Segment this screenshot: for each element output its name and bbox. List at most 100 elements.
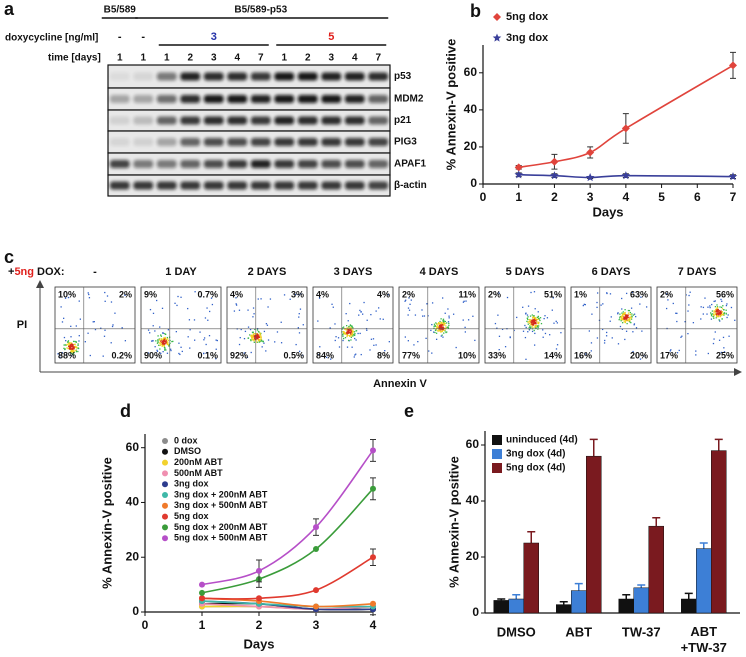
dot: [722, 305, 724, 307]
y-tick-label: 60: [464, 65, 478, 79]
dot: [536, 325, 539, 327]
dot: [348, 328, 350, 330]
legend-label: 3ng dox + 200nM ABT: [174, 489, 268, 499]
time-value: 3: [328, 53, 334, 64]
dot: [157, 340, 159, 342]
dot: [165, 342, 168, 344]
dot: [531, 325, 533, 327]
y-tick-label: 40: [126, 495, 140, 509]
dot: [79, 318, 82, 320]
dot: [609, 320, 611, 322]
dot: [596, 337, 599, 339]
dot: [344, 333, 346, 335]
series-line: [201, 556, 374, 600]
dot: [262, 340, 264, 342]
legend-label: uninduced (4d): [506, 435, 578, 446]
dot: [632, 314, 635, 316]
dot: [298, 350, 301, 353]
dot: [600, 304, 602, 306]
dot: [680, 336, 682, 338]
dot: [435, 328, 438, 330]
dot: [421, 315, 424, 317]
dot: [544, 315, 546, 317]
y-tick-label: 20: [126, 549, 140, 563]
dot: [252, 307, 255, 309]
dot: [354, 333, 356, 335]
dot: [596, 306, 598, 309]
dot: [263, 330, 266, 333]
band: [156, 160, 177, 168]
dot: [69, 345, 71, 347]
dot: [243, 352, 246, 354]
dot: [163, 344, 165, 347]
dot: [163, 342, 165, 345]
dot: [70, 342, 72, 344]
dot: [77, 350, 79, 353]
dot: [726, 316, 728, 319]
time-value: 4: [234, 53, 240, 64]
dot: [532, 317, 534, 319]
dot: [630, 321, 632, 324]
dot: [625, 292, 628, 295]
dot: [624, 314, 627, 316]
dot: [257, 339, 259, 341]
dot: [719, 314, 721, 316]
dot: [717, 313, 719, 315]
dot: [61, 321, 64, 323]
dot: [534, 308, 536, 310]
dot: [716, 304, 718, 306]
dot: [250, 351, 252, 354]
dot: [716, 309, 718, 311]
legend-label: 3ng dox: [506, 32, 549, 44]
dot: [166, 352, 169, 354]
dot: [78, 340, 80, 342]
dot: [94, 328, 97, 331]
error-bar: [559, 601, 568, 605]
dot: [350, 333, 352, 335]
dot: [709, 306, 711, 309]
legend-marker: [162, 481, 168, 488]
dot: [253, 337, 256, 339]
dot: [530, 323, 533, 325]
dot: [353, 334, 355, 336]
bar: [508, 598, 524, 614]
dot: [711, 303, 713, 306]
dot: [676, 352, 679, 354]
dot: [556, 322, 558, 324]
dot: [624, 338, 626, 341]
dot: [464, 326, 466, 329]
group-label: B5/589-p53: [234, 5, 287, 16]
dot: [712, 315, 715, 318]
dot: [535, 319, 537, 321]
band: [274, 138, 295, 146]
dot: [257, 334, 260, 336]
dot: [267, 306, 269, 308]
band: [180, 160, 201, 168]
legend-marker: [162, 448, 168, 455]
dot: [435, 329, 437, 331]
dot: [114, 312, 116, 314]
band: [156, 95, 177, 103]
dot: [625, 314, 628, 316]
dot: [537, 311, 539, 313]
dot: [152, 325, 154, 327]
legend-label: 5ng dox: [506, 11, 549, 23]
dot: [373, 344, 375, 346]
condition-title: 4 DAYS: [420, 266, 459, 278]
dot: [253, 341, 255, 343]
dot: [193, 319, 196, 321]
legend-label: 5ng dox: [174, 511, 209, 521]
dot: [360, 353, 362, 356]
dot: [443, 329, 445, 332]
bar: [696, 548, 712, 614]
dot: [161, 342, 164, 344]
dot: [167, 329, 170, 331]
dot: [723, 351, 726, 353]
band: [227, 138, 248, 146]
dot: [357, 332, 359, 335]
dot: [715, 313, 718, 316]
dot: [602, 303, 604, 305]
x-axis-label: Days: [592, 204, 623, 219]
dot: [187, 336, 189, 338]
dot: [102, 355, 104, 357]
